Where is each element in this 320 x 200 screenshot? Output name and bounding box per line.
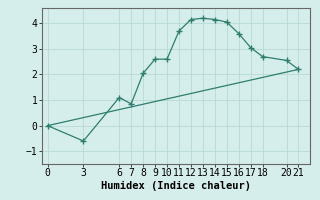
X-axis label: Humidex (Indice chaleur): Humidex (Indice chaleur): [101, 181, 251, 191]
